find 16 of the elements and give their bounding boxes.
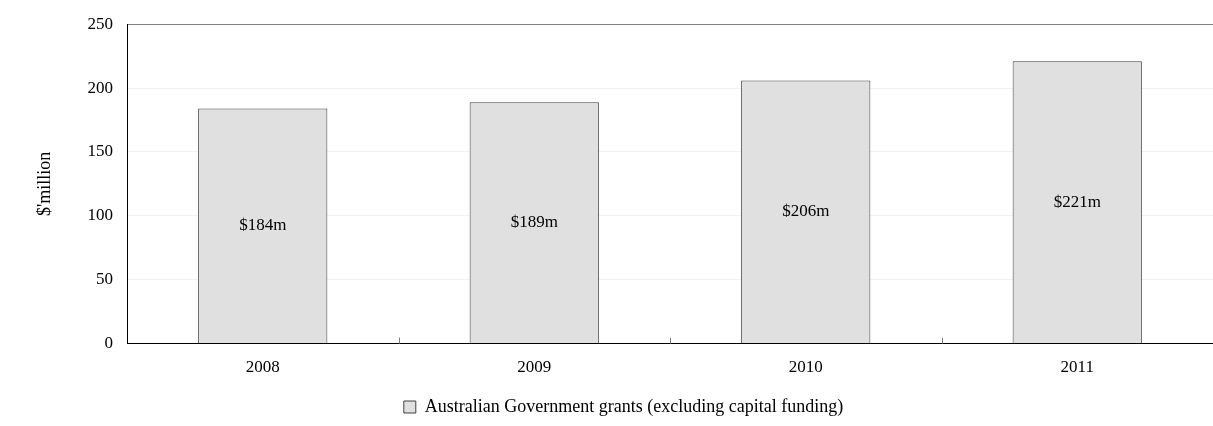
y-tick-label: 0 [104, 333, 113, 353]
y-tick-label: 100 [87, 205, 113, 225]
y-tick-label: 250 [87, 13, 113, 33]
data-label: $221m [1053, 191, 1101, 211]
data-label: $184m [239, 215, 287, 235]
x-tick-label: 2010 [788, 357, 823, 377]
x-tick-label: 2008 [245, 357, 280, 377]
y-tick-label: 200 [87, 77, 113, 97]
y-tick-label: 50 [96, 269, 113, 289]
data-label: $206m [782, 201, 830, 221]
legend-label: Australian Government grants (excluding capital funding) [424, 395, 844, 417]
data-label: $189m [510, 212, 558, 232]
y-tick-label: 150 [87, 141, 113, 161]
y-axis-title: $'million [33, 151, 54, 217]
x-tick-label: 2009 [517, 357, 552, 377]
x-tick-label: 2011 [1060, 357, 1094, 377]
